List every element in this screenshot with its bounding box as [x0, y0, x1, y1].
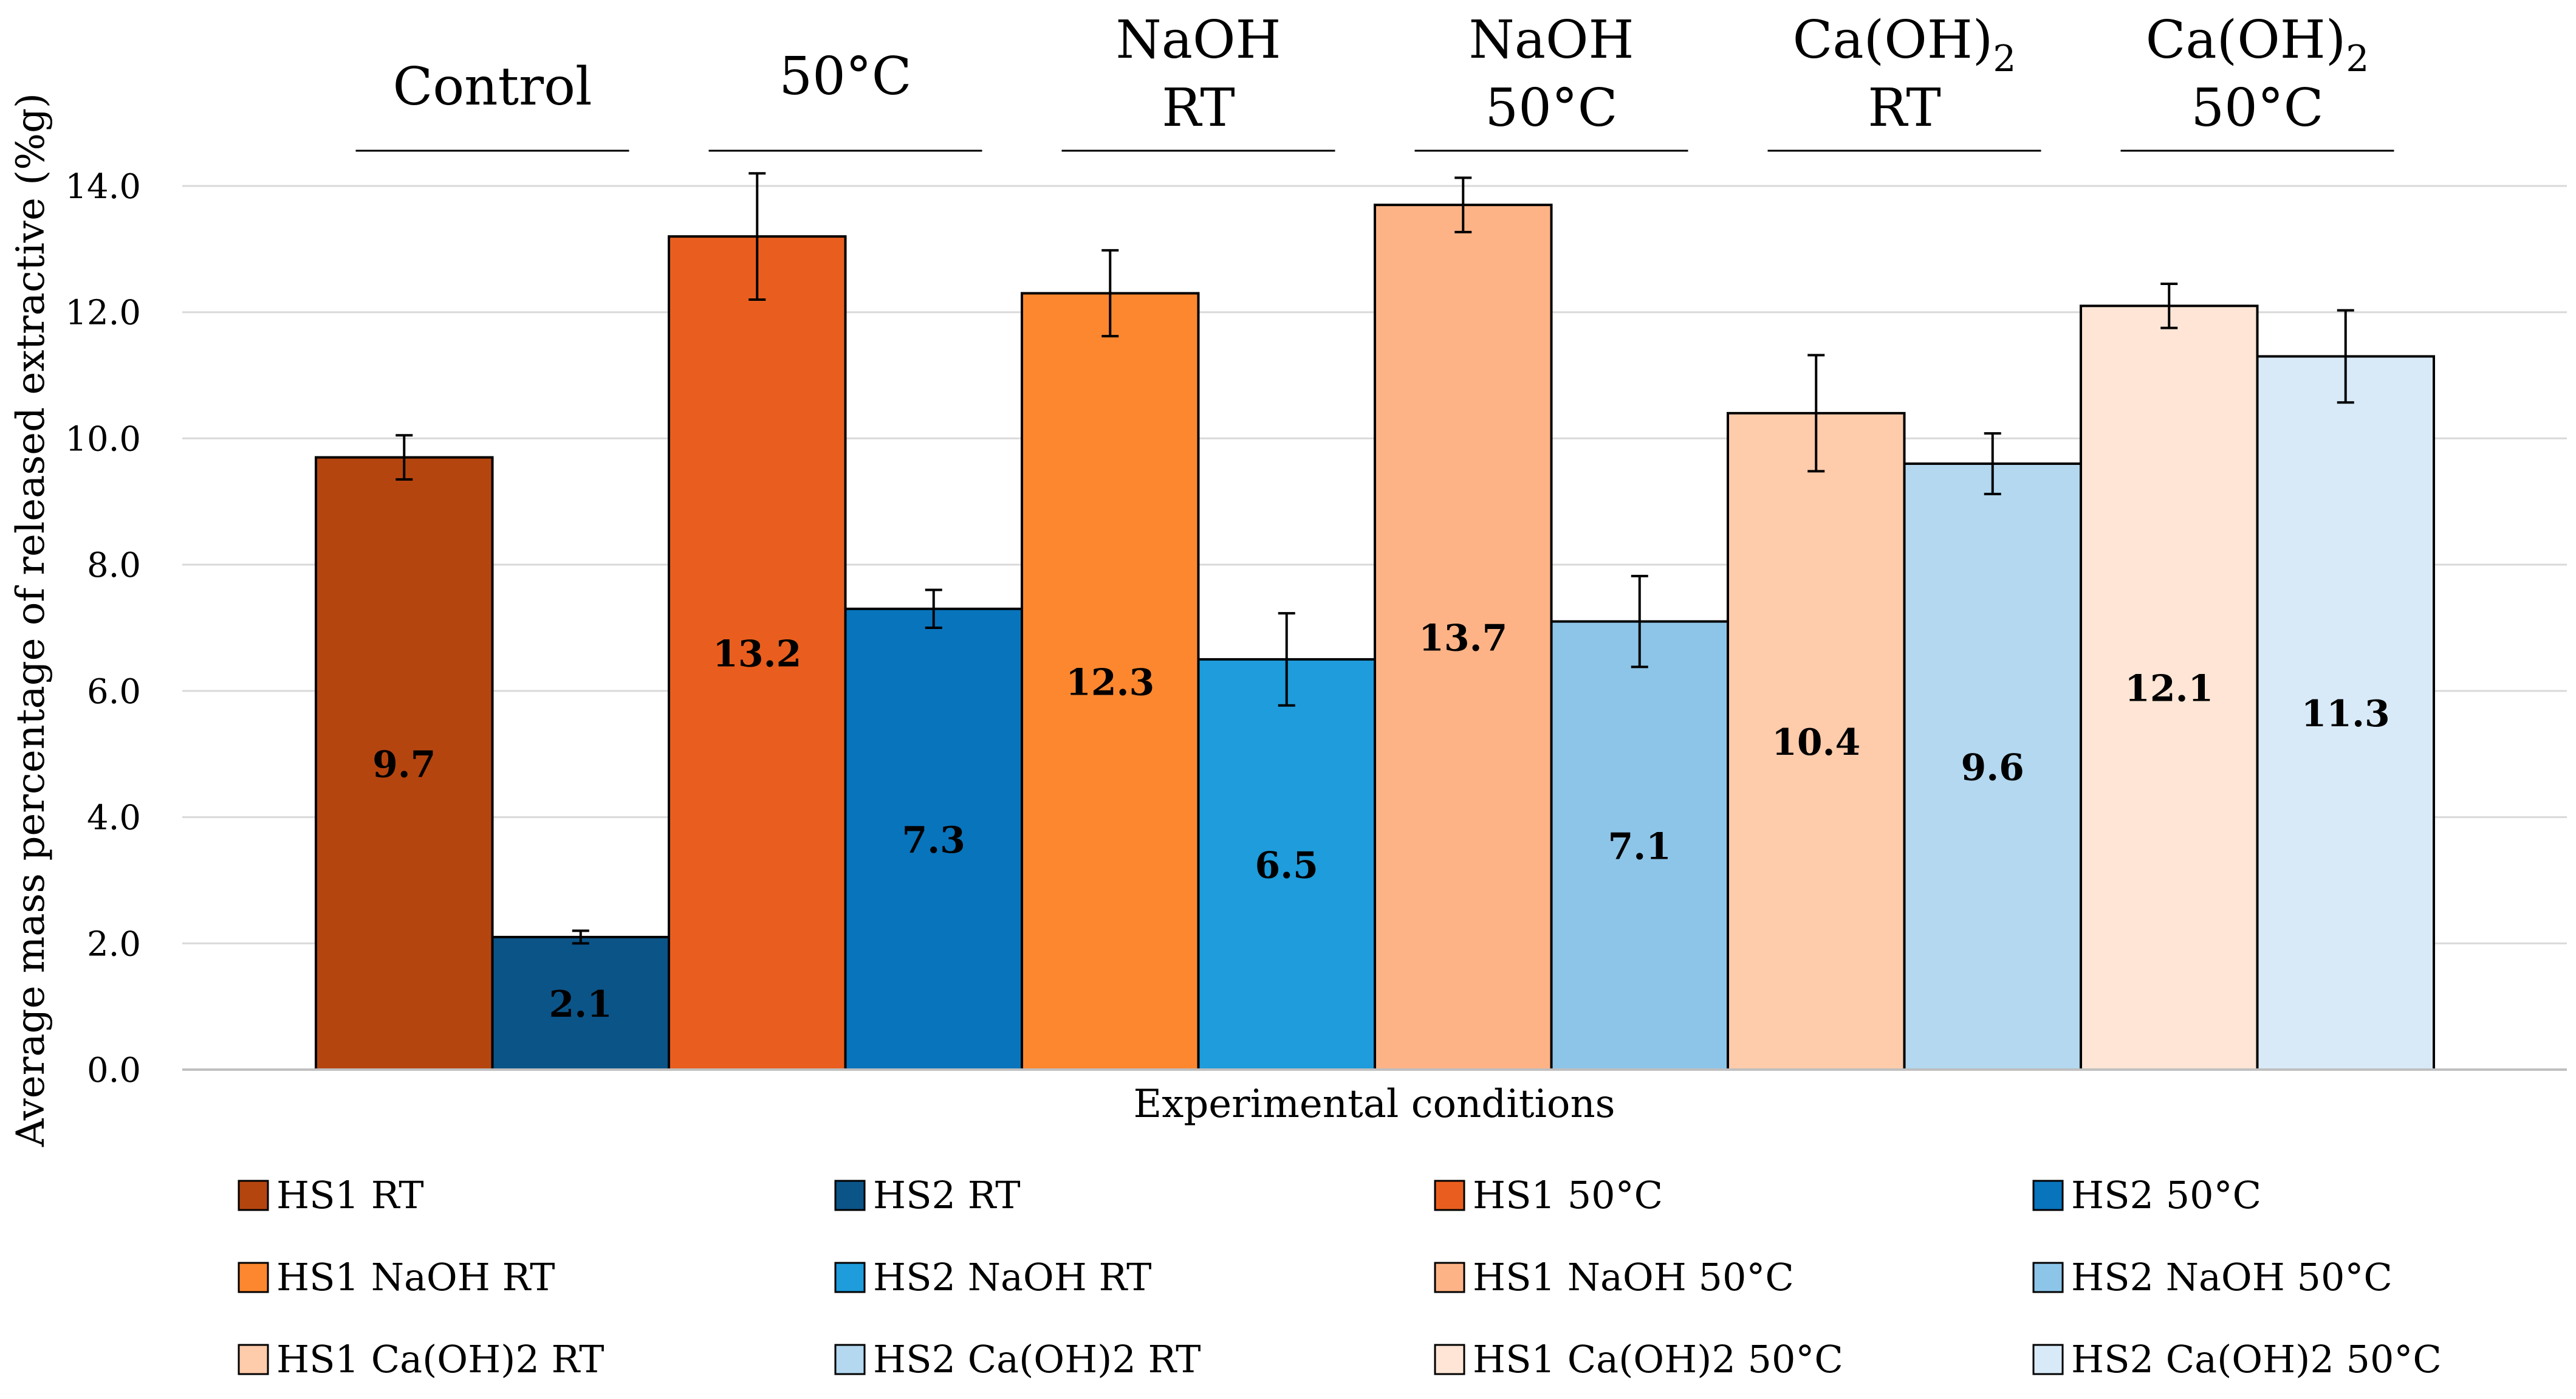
legend-item: HS1 NaOH 50°C	[1434, 1255, 1794, 1299]
legend-swatch	[238, 1344, 269, 1375]
legend-swatch	[2032, 1262, 2064, 1293]
bar-value-labels: 9.7 2.1 13.2 7.3 12.3 6.5 13.7 7.1 10.4 9.6 12.1 11…	[372, 617, 2390, 1026]
legend-swatch	[238, 1262, 269, 1293]
bar-value-label: 13.7	[1419, 617, 1507, 660]
legend-swatch	[2032, 1180, 2064, 1211]
legend-swatch	[1434, 1344, 1465, 1375]
bar-value-label: 7.3	[902, 819, 965, 862]
bar	[1197, 658, 1376, 1071]
legend-label: HS2 Ca(OH)2 RT	[873, 1337, 1201, 1381]
group-header-line2: RT	[1868, 78, 1941, 139]
bar	[2080, 304, 2259, 1071]
bar-value-label: 13.2	[713, 633, 801, 676]
legend-item: HS2 Ca(OH)2 50°C	[2032, 1337, 2442, 1381]
bar-value-label: 7.1	[1608, 825, 1671, 868]
bar	[2256, 355, 2435, 1071]
legend: HS1 RT HS2 RT HS1 50°C HS2 50°C HS1 NaOH RT H…	[238, 1173, 2442, 1381]
group-header: Control	[355, 57, 629, 152]
legend-item: HS2 50°C	[2032, 1173, 2261, 1217]
legend-item: HS2 NaOH 50°C	[2032, 1255, 2393, 1299]
legend-item: HS1 RT	[238, 1173, 424, 1217]
y-tick-label: 10.0	[65, 419, 141, 459]
legend-label: HS1 RT	[276, 1173, 424, 1217]
bar-value-label: 10.4	[1772, 721, 1860, 764]
group-header-line2: 50°C	[1485, 78, 1617, 139]
legend-swatch	[238, 1180, 269, 1211]
group-header: NaOH RT	[1061, 10, 1335, 152]
group-header-line1: Ca(OH)2	[1793, 10, 2016, 80]
group-header-line1: Control	[393, 57, 592, 117]
bar	[1374, 204, 1553, 1071]
bar-value-label: 11.3	[2301, 693, 2390, 735]
group-headers: Control 50°CNaOHRTNaOH50°CCa(OH)2RTCa(OH)…	[355, 10, 2394, 152]
bar-value-label: 9.7	[372, 743, 436, 786]
x-axis-title: Experimental conditions	[1134, 1082, 1615, 1127]
legend-swatch	[834, 1344, 866, 1375]
legend-label: HS1 50°C	[1473, 1173, 1663, 1217]
legend-label: HS1 NaOH RT	[276, 1255, 555, 1299]
legend-label: HS2 NaOH 50°C	[2071, 1255, 2393, 1299]
y-tick-label: 8.0	[87, 546, 141, 585]
bar	[844, 607, 1023, 1071]
legend-swatch	[834, 1262, 866, 1293]
legend-item: HS2 NaOH RT	[834, 1255, 1151, 1299]
group-header-line2: 50°C	[2191, 78, 2323, 139]
bar	[491, 935, 670, 1071]
legend-label: HS2 Ca(OH)2 50°C	[2071, 1337, 2442, 1381]
legend-swatch	[1434, 1180, 1465, 1211]
legend-label: HS1 Ca(OH)2 RT	[276, 1337, 604, 1381]
legend-item: HS1 Ca(OH)2 RT	[238, 1337, 604, 1381]
bar-value-label: 12.3	[1066, 661, 1154, 704]
legend-item: HS2 Ca(OH)2 RT	[834, 1337, 1201, 1381]
bar	[1021, 292, 1200, 1071]
group-header: NaOH 50°C	[1414, 10, 1688, 152]
bars	[315, 204, 2435, 1071]
bar-value-label: 12.1	[2125, 668, 2213, 710]
legend-item: HS1 Ca(OH)2 50°C	[1434, 1337, 1843, 1381]
legend-label: HS1 Ca(OH)2 50°C	[1473, 1337, 1843, 1381]
legend-label: HS2 50°C	[2071, 1173, 2261, 1217]
y-tick-label: 2.0	[87, 924, 141, 964]
legend-label: HS2 NaOH RT	[873, 1255, 1151, 1299]
y-tick-label: 6.0	[87, 672, 141, 712]
legend-swatch	[1434, 1262, 1465, 1293]
group-header-line1: NaOH	[1468, 10, 1634, 70]
y-tick-label: 14.0	[65, 167, 141, 207]
group-header-line1: 50°C	[779, 46, 911, 107]
group-header-line1: Ca(OH)2	[2146, 10, 2369, 80]
group-header: Ca(OH)2RT	[1767, 10, 2041, 152]
bar	[1550, 620, 1729, 1071]
bar	[668, 235, 847, 1071]
error-bars	[396, 172, 2354, 945]
legend-label: HS1 NaOH 50°C	[1473, 1255, 1794, 1299]
legend-swatch	[2032, 1344, 2064, 1375]
legend-label: HS2 RT	[873, 1173, 1021, 1217]
bar	[1727, 411, 1906, 1071]
y-axis-title: Average mass percentage of released extr…	[9, 93, 53, 1147]
group-header-line2: RT	[1162, 78, 1235, 139]
y-axis-ticks: 0.0 2.0 4.0 6.0 8.0 10.0 12.0 14.0	[65, 167, 141, 1090]
legend-item: HS1 50°C	[1434, 1173, 1663, 1217]
bar-value-label: 6.5	[1255, 844, 1318, 887]
group-header: 50°C	[708, 46, 982, 152]
group-header: Ca(OH)250°C	[2120, 10, 2394, 152]
bar-value-label: 9.6	[1961, 746, 2024, 789]
bar	[1903, 462, 2082, 1071]
y-tick-label: 4.0	[87, 799, 141, 838]
bar-value-label: 2.1	[549, 983, 612, 1026]
group-header-line1: NaOH	[1115, 10, 1281, 70]
y-tick-label: 12.0	[65, 294, 141, 333]
legend-swatch	[834, 1180, 866, 1211]
legend-item: HS2 RT	[834, 1173, 1021, 1217]
legend-item: HS1 NaOH RT	[238, 1255, 555, 1299]
y-tick-label: 0.0	[87, 1051, 141, 1090]
